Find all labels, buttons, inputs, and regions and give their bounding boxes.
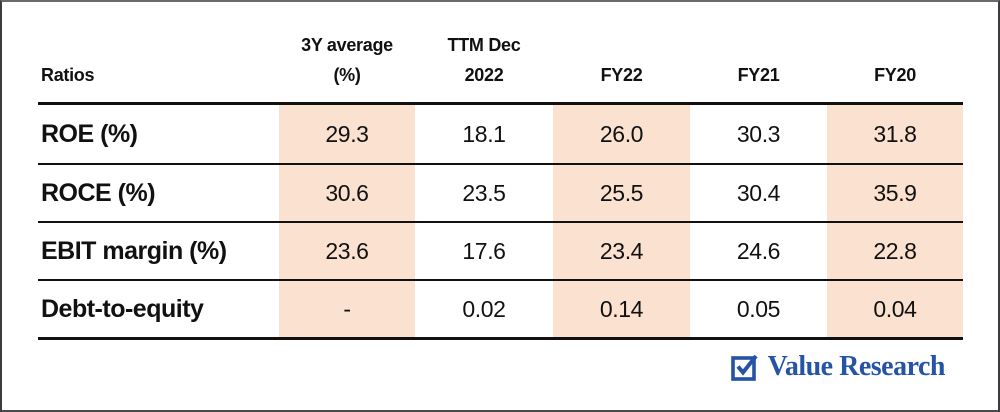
cell-value: 23.4	[553, 223, 690, 279]
table-row-roe: ROE (%) 29.3 18.1 26.0 30.3 31.8	[38, 105, 963, 163]
column-header-3y-average: 3Y average (%)	[279, 30, 415, 102]
column-header-line1: TTM Dec	[447, 35, 521, 55]
column-header-line2: 2022	[464, 65, 504, 85]
cell-value: 25.5	[553, 165, 690, 221]
column-header-ttm-dec-2022: TTM Dec 2022	[415, 30, 553, 102]
row-label: ROCE (%)	[41, 178, 156, 207]
cell-value: 0.05	[736, 295, 781, 322]
cell-value: 30.6	[279, 165, 415, 221]
row-label: Debt-to-equity	[41, 294, 204, 323]
cell-value: 26.0	[553, 105, 690, 163]
cell-value: 30.3	[736, 120, 781, 147]
table-row-debt-to-equity: Debt-to-equity - 0.02 0.14 0.05 0.04	[38, 279, 963, 337]
table-body: ROE (%) 29.3 18.1 26.0 30.3 31.8 ROCE (%…	[38, 105, 963, 340]
cell-value: 31.8	[827, 105, 963, 163]
table-row-roce: ROCE (%) 30.6 23.5 25.5 30.4 35.9	[38, 163, 963, 221]
column-header-label: Ratios	[41, 65, 95, 85]
column-header-fy20: FY20	[827, 60, 963, 102]
column-header-line2: (%)	[333, 65, 361, 85]
cell-value: -	[279, 281, 415, 337]
cell-value: 23.5	[462, 179, 506, 206]
column-header-line1: 3Y average	[301, 35, 393, 55]
row-label: EBIT margin (%)	[41, 236, 227, 265]
checkbox-check-icon	[730, 354, 758, 381]
ratios-table: Ratios 3Y average (%) TTM Dec 2022 FY22 …	[38, 6, 963, 340]
cell-value: 22.8	[827, 223, 963, 279]
cell-value: 30.4	[736, 179, 781, 206]
row-label: ROE (%)	[41, 119, 138, 148]
cell-value: 29.3	[279, 105, 415, 163]
column-header-fy21: FY21	[690, 60, 827, 102]
column-header-fy22: FY22	[553, 60, 690, 102]
table-row-ebit-margin: EBIT margin (%) 23.6 17.6 23.4 24.6 22.8	[38, 221, 963, 279]
cell-value: 23.6	[279, 223, 415, 279]
column-header-label: FY20	[874, 65, 916, 85]
column-header-label: FY21	[737, 65, 780, 85]
cell-value: 18.1	[462, 120, 506, 147]
column-header-label: FY22	[600, 65, 643, 85]
cell-value: 17.6	[462, 237, 506, 264]
cell-value: 35.9	[827, 165, 963, 221]
cell-value: 0.04	[827, 281, 963, 337]
cell-value: 0.02	[462, 295, 506, 322]
column-header-ratios: Ratios	[38, 60, 279, 102]
cell-value: 24.6	[736, 237, 781, 264]
value-research-logo: Value Research	[730, 351, 946, 383]
cell-value: 0.14	[553, 281, 690, 337]
table-header-row: Ratios 3Y average (%) TTM Dec 2022 FY22 …	[38, 6, 963, 105]
logo-text: Value Research	[767, 351, 946, 382]
